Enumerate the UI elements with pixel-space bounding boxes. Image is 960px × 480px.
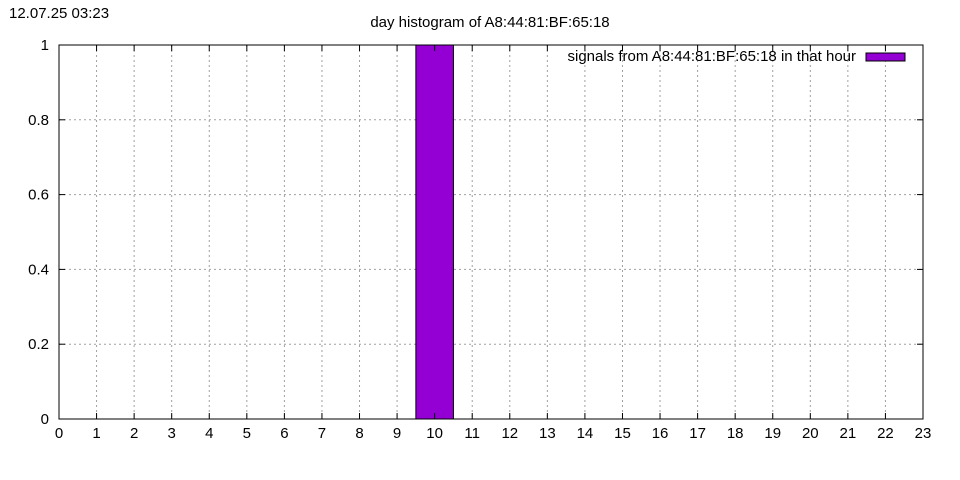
x-tick-label: 5 <box>243 425 251 442</box>
legend-swatch <box>865 52 906 62</box>
x-tick-label: 11 <box>464 425 480 442</box>
x-tick-label: 9 <box>393 425 401 442</box>
x-tick-label: 7 <box>318 425 326 442</box>
ticks: 0 1 2 3 4 5 6 7 8 9 10 11 12 13 14 15 16 17 18 19 20 21 22 2300… <box>28 37 931 442</box>
y-tick-label: 1 <box>41 37 49 54</box>
x-tick-label: 8 <box>355 425 363 442</box>
x-tick-label: 23 <box>915 425 932 442</box>
x-tick-label: 10 <box>426 425 443 442</box>
y-tick-label: 0.8 <box>28 112 49 129</box>
y-tick-label: 0.2 <box>28 336 49 353</box>
timestamp: 12.07.25 03:23 <box>9 5 109 22</box>
x-tick-label: 6 <box>280 425 288 442</box>
x-tick-label: 22 <box>877 425 894 442</box>
x-tick-label: 0 <box>55 425 63 442</box>
x-tick-label: 18 <box>727 425 744 442</box>
y-tick-label: 0.6 <box>28 187 49 204</box>
x-tick-label: 1 <box>92 425 100 442</box>
x-tick-label: 15 <box>614 425 631 442</box>
x-tick-label: 21 <box>840 425 857 442</box>
grid <box>59 45 923 419</box>
x-tick-label: 3 <box>168 425 176 442</box>
x-tick-label: 12 <box>501 425 518 442</box>
histogram-bar <box>415 44 454 420</box>
plot-border <box>58 44 924 420</box>
x-tick-label: 19 <box>764 425 781 442</box>
x-tick-label: 4 <box>205 425 213 442</box>
bars <box>415 44 454 420</box>
x-tick-label: 16 <box>652 425 669 442</box>
legend-label: signals from A8:44:81:BF:65:18 in that h… <box>567 48 856 65</box>
x-tick-label: 20 <box>802 425 819 442</box>
chart-title: day histogram of A8:44:81:BF:65:18 <box>370 14 609 31</box>
y-tick-label: 0 <box>41 411 49 428</box>
legend: signals from A8:44:81:BF:65:18 in that h… <box>567 48 906 65</box>
x-tick-label: 13 <box>539 425 556 442</box>
x-tick-label: 17 <box>689 425 706 442</box>
y-tick-label: 0.4 <box>28 261 49 278</box>
x-tick-label: 14 <box>577 425 594 442</box>
x-tick-label: 2 <box>130 425 138 442</box>
